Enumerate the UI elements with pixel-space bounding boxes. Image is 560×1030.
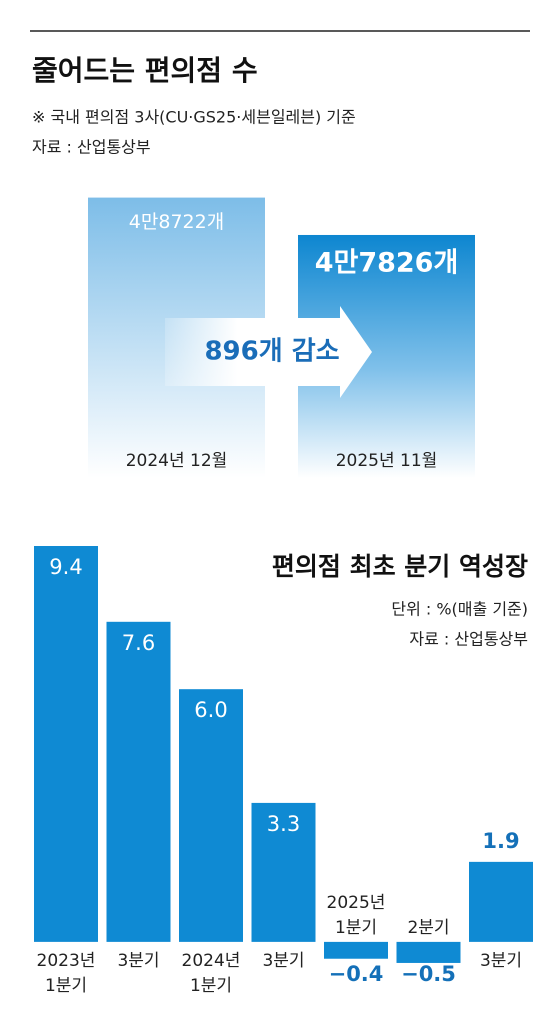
category-label: 3분기 bbox=[480, 951, 522, 971]
value-label: 4만8722개 bbox=[129, 211, 224, 233]
value-label: 4만7826개 bbox=[315, 247, 459, 278]
bar bbox=[34, 546, 98, 942]
category-label: 2023년 bbox=[37, 951, 96, 971]
category-label: 1분기 bbox=[45, 976, 87, 996]
category-label: 1분기 bbox=[335, 918, 377, 938]
source: 자료 : 산업통상부 bbox=[409, 630, 528, 649]
unit: 단위 : %(매출 기준) bbox=[391, 600, 528, 619]
chart-title: 줄어드는 편의점 수 bbox=[32, 54, 258, 87]
category-label: 2분기 bbox=[407, 918, 449, 938]
subtitle: ※ 국내 편의점 3사(CU·GS25·세븐일레븐) 기준 bbox=[32, 108, 356, 127]
value-label: 3.3 bbox=[267, 812, 300, 836]
bar bbox=[251, 802, 316, 942]
category-label: 2025년 bbox=[327, 893, 386, 913]
value-label: −0.5 bbox=[401, 962, 456, 986]
value-label: −0.4 bbox=[329, 962, 384, 986]
bar bbox=[396, 941, 461, 963]
category-label: 2025년 11월 bbox=[336, 451, 438, 471]
category-label: 2024년 bbox=[182, 951, 241, 971]
arrow bbox=[165, 306, 372, 398]
value-label: 1.9 bbox=[482, 829, 519, 853]
category-label: 3분기 bbox=[262, 951, 304, 971]
value-label: 6.0 bbox=[194, 698, 227, 722]
bar bbox=[179, 689, 243, 942]
category-label: 1분기 bbox=[190, 976, 232, 996]
bar bbox=[106, 621, 171, 942]
bar bbox=[469, 861, 533, 942]
annotation: 896개 감소 bbox=[204, 337, 339, 367]
value-label: 7.6 bbox=[122, 631, 155, 655]
source: 자료 : 산업통상부 bbox=[32, 138, 151, 157]
bar bbox=[324, 941, 388, 959]
value-label: 9.4 bbox=[49, 555, 82, 579]
category-label: 2024년 12월 bbox=[126, 451, 228, 471]
category-label: 3분기 bbox=[117, 951, 159, 971]
chart-title: 편의점 최초 분기 역성장 bbox=[272, 552, 528, 581]
